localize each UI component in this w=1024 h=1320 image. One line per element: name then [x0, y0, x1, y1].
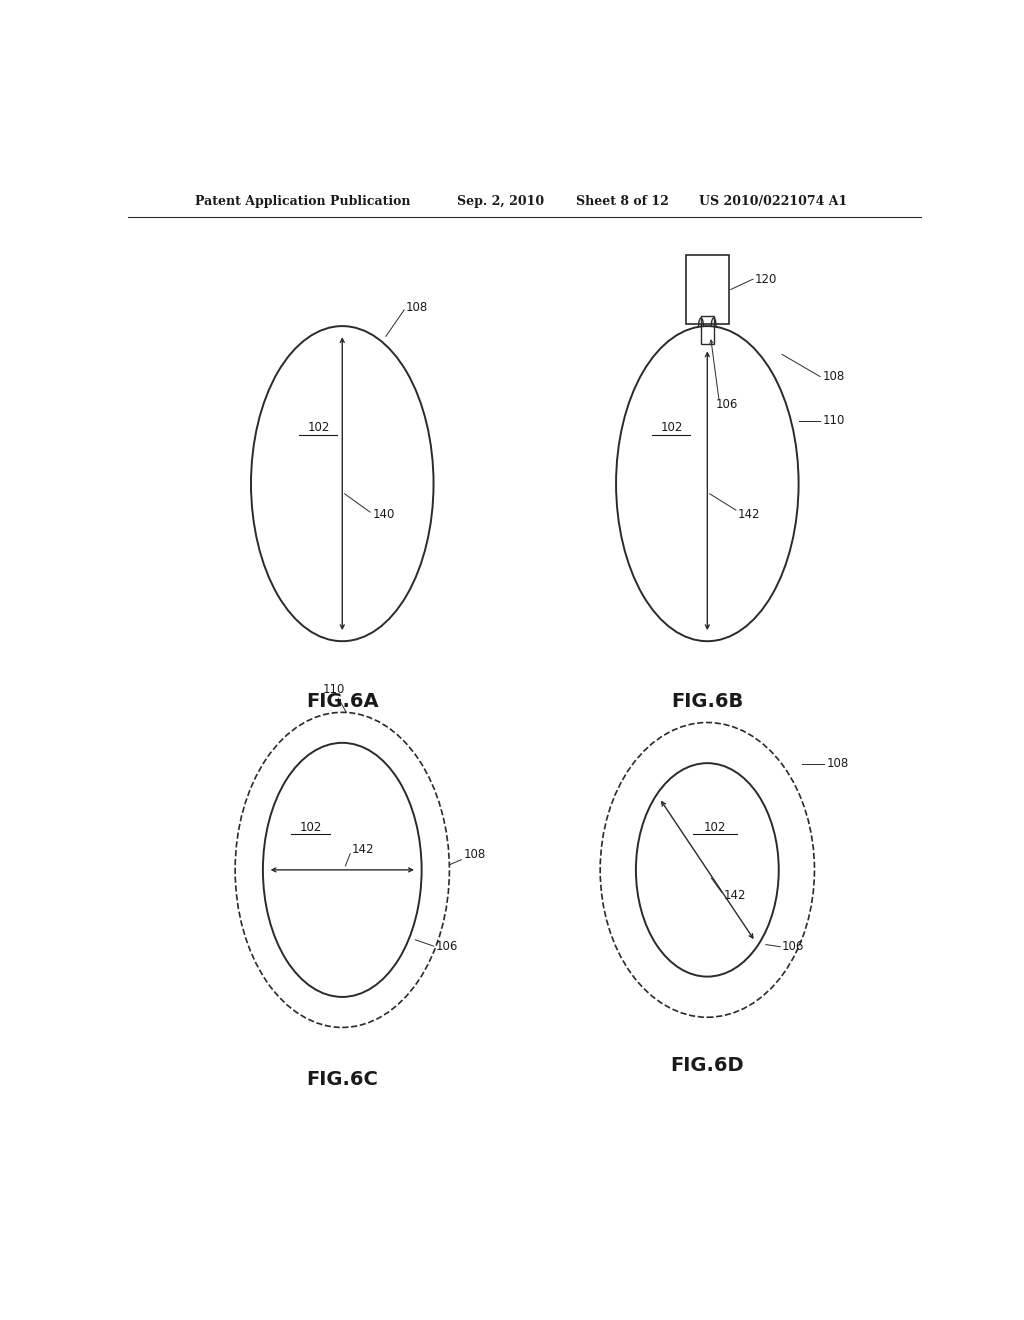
Text: FIG.6C: FIG.6C — [306, 1071, 378, 1089]
Text: FIG.6B: FIG.6B — [671, 692, 743, 711]
Bar — [701, 315, 714, 345]
Text: 110: 110 — [822, 414, 845, 428]
Text: 102: 102 — [660, 421, 683, 434]
Text: 140: 140 — [373, 508, 395, 520]
Text: 106: 106 — [436, 940, 459, 953]
Text: Sep. 2, 2010: Sep. 2, 2010 — [458, 194, 545, 207]
Text: 142: 142 — [352, 843, 375, 857]
Text: 108: 108 — [406, 301, 428, 314]
Text: 102: 102 — [307, 421, 330, 434]
Text: US 2010/0221074 A1: US 2010/0221074 A1 — [699, 194, 848, 207]
Text: 108: 108 — [822, 370, 845, 383]
Text: Patent Application Publication: Patent Application Publication — [196, 194, 411, 207]
Text: 110: 110 — [324, 684, 345, 697]
Text: 102: 102 — [705, 821, 726, 834]
Text: 142: 142 — [723, 888, 745, 902]
Text: FIG.6D: FIG.6D — [671, 1056, 744, 1074]
Text: FIG.6A: FIG.6A — [306, 692, 379, 711]
Bar — [685, 255, 729, 325]
Text: 108: 108 — [826, 758, 849, 771]
Text: 142: 142 — [737, 508, 760, 520]
Text: Sheet 8 of 12: Sheet 8 of 12 — [577, 194, 670, 207]
Text: 108: 108 — [464, 849, 486, 861]
Text: 102: 102 — [299, 821, 322, 834]
Text: 106: 106 — [715, 399, 737, 412]
Text: 106: 106 — [781, 940, 804, 953]
Text: 120: 120 — [755, 273, 777, 285]
